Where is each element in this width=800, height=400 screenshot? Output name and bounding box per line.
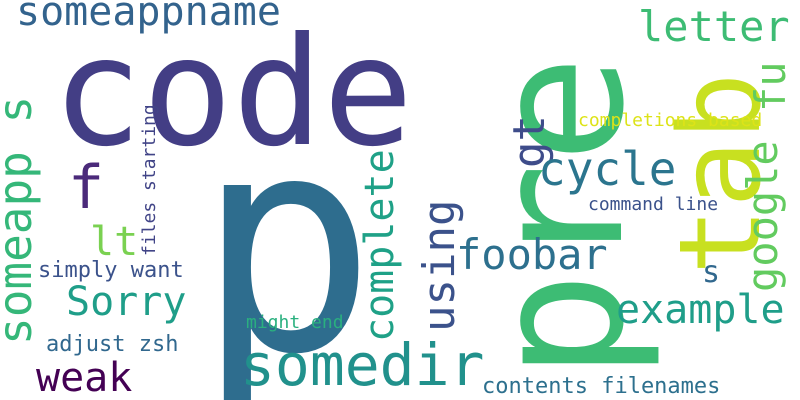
word-cycle: cycle <box>538 142 677 196</box>
word-code: code <box>52 6 414 180</box>
word-someapp-s: someapp s <box>0 96 42 345</box>
word-adjust-zsh: adjust zsh <box>46 332 179 357</box>
word-example: example <box>616 287 785 333</box>
word-weak: weak <box>36 355 133 400</box>
word-files-starting: files starting <box>139 104 160 256</box>
word-foobar: foobar <box>456 230 608 279</box>
word-complete: complete <box>357 149 403 342</box>
word-google: google <box>738 140 787 292</box>
word-completions-based: completions based <box>578 110 763 131</box>
word-someappname: someappname <box>16 0 281 35</box>
word-might-end: might end <box>246 312 344 333</box>
word-lt: lt <box>90 219 139 265</box>
word-p: p <box>196 71 377 400</box>
word-letter: letter <box>638 2 790 51</box>
word-s: s <box>702 255 721 290</box>
word-f: f <box>68 153 105 223</box>
word-contents-filenames: contents filenames <box>482 374 721 399</box>
word-simply-want: simply want <box>38 258 184 283</box>
word-sorry: Sorry <box>66 279 187 325</box>
word-somedir: somedir <box>240 331 485 399</box>
word-fu: fu <box>746 61 795 112</box>
word-command-line: command line <box>588 194 719 215</box>
